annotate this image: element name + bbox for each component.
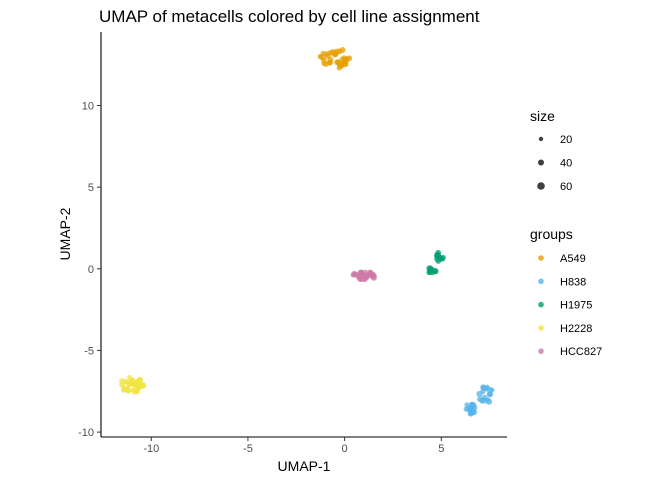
point-h2228 <box>127 374 132 380</box>
point-a549 <box>323 61 329 67</box>
y-tick-label: 5 <box>88 182 94 194</box>
size-legend-key <box>538 159 544 166</box>
size-legend-items: 20 40 60 <box>537 134 572 193</box>
point-h1975 <box>426 265 433 272</box>
point-h2228 <box>118 377 125 384</box>
y-tick-label: 10 <box>82 100 94 112</box>
point-h838 <box>486 386 494 394</box>
point-h2228 <box>129 379 134 385</box>
point-h838 <box>464 402 470 408</box>
point-h838 <box>480 388 486 395</box>
y-tick-label: -10 <box>78 427 94 439</box>
group-legend-key <box>538 325 544 331</box>
group-legend-label: H838 <box>560 276 586 288</box>
point-h1975 <box>427 269 433 275</box>
y-axis-ticks: -10 -5 0 5 10 <box>78 100 101 439</box>
y-tick-label: 0 <box>88 264 94 276</box>
point-h838 <box>469 407 475 413</box>
point-h838 <box>480 397 488 404</box>
group-legend-items: A549 H838 H1975 H2228 HCC827 <box>538 253 602 358</box>
point-h838 <box>486 391 493 398</box>
point-h2228 <box>139 382 147 389</box>
point-hcc827 <box>367 269 374 275</box>
x-axis-ticks: -10 -5 0 5 <box>143 437 444 455</box>
size-legend-title: size <box>530 108 555 124</box>
point-h2228 <box>124 379 131 386</box>
point-h2228 <box>131 388 138 395</box>
group-legend-label: A549 <box>560 253 586 265</box>
y-axis-title: UMAP-2 <box>57 207 73 260</box>
group-legend-key <box>538 301 544 308</box>
group-legend: groups A549 H838 H1975 H2228 HCC827 <box>530 226 602 358</box>
point-h1975 <box>435 249 442 256</box>
point-hcc827 <box>359 269 365 275</box>
group-legend-key <box>538 348 544 355</box>
point-h2228 <box>121 385 127 392</box>
group-legend-label: H2228 <box>560 323 592 335</box>
point-h2228 <box>133 380 139 386</box>
group-legend-title: groups <box>530 226 573 242</box>
y-tick-label: -5 <box>84 345 94 357</box>
point-h1975 <box>440 254 446 261</box>
point-h838 <box>469 401 475 407</box>
point-hcc827 <box>364 274 370 280</box>
point-hcc827 <box>351 270 358 277</box>
point-h838 <box>485 398 493 405</box>
group-legend-key <box>538 278 544 285</box>
point-h838 <box>463 406 469 412</box>
size-legend-key <box>537 182 545 190</box>
x-axis-title: UMAP-1 <box>278 458 331 474</box>
size-legend: size 20 40 60 <box>530 108 572 193</box>
point-a549 <box>336 48 343 55</box>
x-tick-label: 5 <box>438 443 444 455</box>
size-legend-label: 60 <box>560 181 572 193</box>
point-a549 <box>336 64 343 71</box>
group-legend-label: H1975 <box>560 300 592 312</box>
group-legend-key <box>538 255 544 261</box>
x-tick-label: 0 <box>342 443 348 455</box>
x-tick-label: -10 <box>143 443 159 455</box>
x-tick-label: -5 <box>243 443 253 455</box>
point-a549 <box>339 56 346 63</box>
points-layer <box>118 47 495 417</box>
size-legend-label: 40 <box>560 158 572 170</box>
point-a549 <box>340 60 347 67</box>
chart-title: UMAP of metacells colored by cell line a… <box>99 7 480 26</box>
size-legend-key <box>538 136 544 142</box>
point-a549 <box>331 51 338 58</box>
size-legend-label: 20 <box>560 134 572 146</box>
point-a549 <box>324 52 331 59</box>
point-hcc827 <box>371 272 377 278</box>
point-h1975 <box>433 268 439 275</box>
group-legend-label: HCC827 <box>560 346 602 358</box>
